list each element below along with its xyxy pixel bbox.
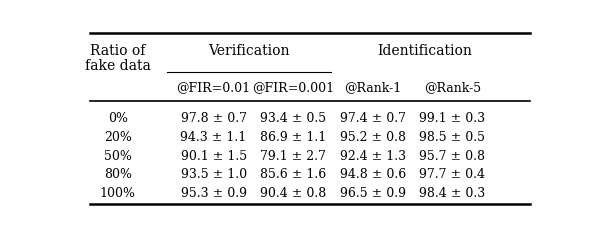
Text: 0%: 0%: [108, 112, 127, 125]
Text: 20%: 20%: [104, 131, 132, 144]
Text: 98.4 ± 0.3: 98.4 ± 0.3: [419, 187, 486, 200]
Text: 85.6 ± 1.6: 85.6 ± 1.6: [260, 168, 326, 181]
Text: 94.3 ± 1.1: 94.3 ± 1.1: [181, 131, 246, 144]
Text: 97.4 ± 0.7: 97.4 ± 0.7: [339, 112, 406, 125]
Text: 97.7 ± 0.4: 97.7 ± 0.4: [419, 168, 486, 181]
Text: 94.8 ± 0.6: 94.8 ± 0.6: [339, 168, 406, 181]
Text: @FIR=0.01: @FIR=0.01: [176, 81, 251, 94]
Text: 93.5 ± 1.0: 93.5 ± 1.0: [181, 168, 246, 181]
Text: 90.1 ± 1.5: 90.1 ± 1.5: [181, 150, 246, 162]
Text: @FIR=0.001: @FIR=0.001: [252, 81, 334, 94]
Text: 79.1 ± 2.7: 79.1 ± 2.7: [260, 150, 326, 162]
Text: 96.5 ± 0.9: 96.5 ± 0.9: [339, 187, 406, 200]
Text: 95.7 ± 0.8: 95.7 ± 0.8: [419, 150, 486, 162]
Text: 50%: 50%: [104, 150, 132, 162]
Text: @Rank-5: @Rank-5: [424, 81, 481, 94]
Text: 97.8 ± 0.7: 97.8 ± 0.7: [181, 112, 246, 125]
Text: Ratio of: Ratio of: [90, 44, 146, 58]
Text: 95.3 ± 0.9: 95.3 ± 0.9: [181, 187, 246, 200]
Text: fake data: fake data: [85, 59, 150, 73]
Text: 98.5 ± 0.5: 98.5 ± 0.5: [419, 131, 486, 144]
Text: 90.4 ± 0.8: 90.4 ± 0.8: [260, 187, 326, 200]
Text: 80%: 80%: [104, 168, 132, 181]
Text: 86.9 ± 1.1: 86.9 ± 1.1: [260, 131, 326, 144]
Text: 93.4 ± 0.5: 93.4 ± 0.5: [260, 112, 326, 125]
Text: @Rank-1: @Rank-1: [344, 81, 402, 94]
Text: Identification: Identification: [377, 44, 472, 58]
Text: 100%: 100%: [100, 187, 136, 200]
Text: 95.2 ± 0.8: 95.2 ± 0.8: [339, 131, 406, 144]
Text: 99.1 ± 0.3: 99.1 ± 0.3: [419, 112, 486, 125]
Text: 92.4 ± 1.3: 92.4 ± 1.3: [339, 150, 406, 162]
Text: Verification: Verification: [208, 44, 289, 58]
